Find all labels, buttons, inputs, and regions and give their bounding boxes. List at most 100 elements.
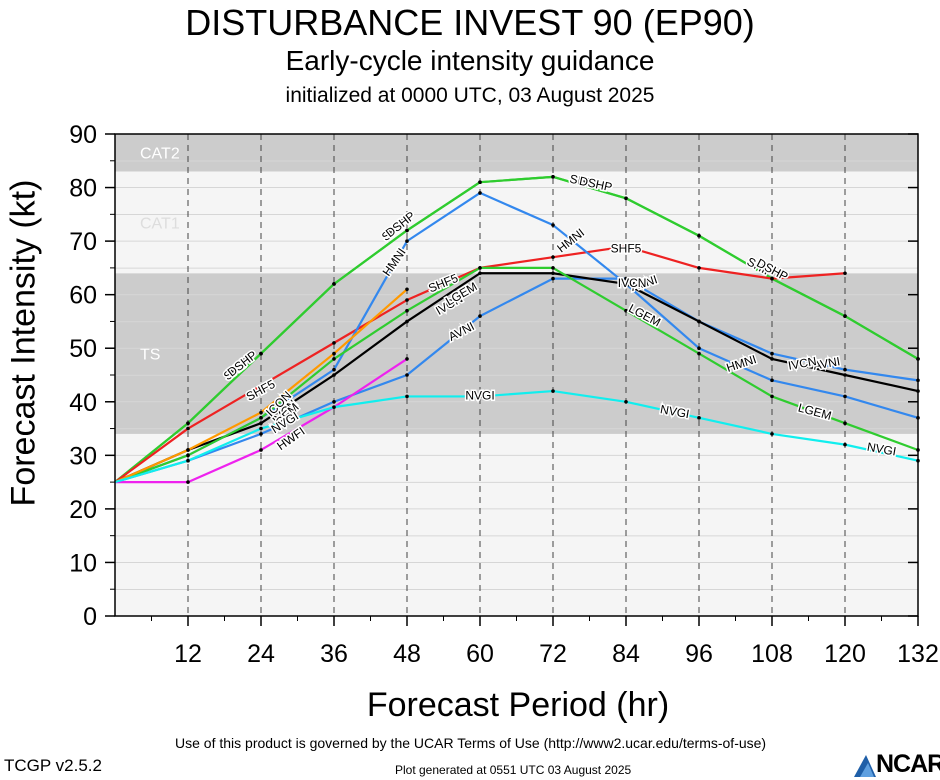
point-ivcn xyxy=(770,357,774,361)
series-line-lgem xyxy=(114,266,919,484)
band-ts xyxy=(115,273,918,434)
point-lgem xyxy=(624,308,628,313)
point-ivcn xyxy=(478,271,482,276)
point-lgem xyxy=(697,351,701,356)
y-tick-label: 90 xyxy=(69,121,97,149)
series-line-dshp xyxy=(114,175,919,483)
point-lgem xyxy=(405,308,409,313)
point-hmni xyxy=(697,346,701,351)
generated-time: Plot generated at 0551 UTC 03 August 202… xyxy=(395,763,632,777)
point-lgem xyxy=(478,266,482,270)
y-tick-label: 70 xyxy=(69,228,97,256)
point-lgem xyxy=(843,421,847,426)
point-avni xyxy=(551,276,555,281)
point-nvgi xyxy=(697,416,701,420)
point-shf5 xyxy=(332,341,336,345)
point-avni xyxy=(405,373,409,377)
point-icon xyxy=(332,351,336,356)
gridlines xyxy=(115,134,919,616)
y-axis-label: Forecast Intensity (kt) xyxy=(4,179,43,507)
point-ivcn xyxy=(259,421,263,426)
point-lgem xyxy=(259,416,263,420)
init-time: initialized at 0000 UTC, 03 August 2025 xyxy=(285,84,655,107)
series-label-avni: AVNI xyxy=(812,354,841,372)
terms-of-use: Use of this product is governed by the U… xyxy=(175,735,767,751)
axes: 0 10 20 30 40 50 60 70 80 90 12 24 36 48 60 72 84 96 108 12… xyxy=(69,121,939,668)
point-avni xyxy=(332,399,336,404)
x-tick-label: 36 xyxy=(320,640,348,668)
series-label-ivcn: IVCN xyxy=(787,354,818,373)
point-shf5 xyxy=(551,255,555,259)
point-hmni xyxy=(843,394,847,399)
point-shf5 xyxy=(259,383,263,388)
y-tick-label: 10 xyxy=(69,549,97,577)
point-nvgi xyxy=(624,399,628,404)
point-dshp xyxy=(478,180,482,184)
point-hwfi xyxy=(259,448,263,452)
point-dshp xyxy=(332,282,336,286)
point-dshp xyxy=(624,196,628,201)
point-nvgi xyxy=(551,389,555,393)
x-tick-label: 60 xyxy=(466,640,494,668)
y-tick-label: 60 xyxy=(69,282,97,310)
point-shf5 xyxy=(843,271,847,276)
chart-title: DISTURBANCE INVEST 90 (EP90) xyxy=(185,2,755,43)
point-nvgi xyxy=(186,458,190,463)
point-shf5 xyxy=(770,276,774,281)
x-tick-label: 24 xyxy=(247,640,275,668)
point-nvgi xyxy=(478,394,482,399)
x-tick-label: 132 xyxy=(897,640,939,668)
point-avni xyxy=(478,314,482,318)
point-ivcn xyxy=(843,373,847,377)
version-label: TCGP v2.5.2 xyxy=(4,756,102,775)
x-tick-label: 12 xyxy=(174,640,202,668)
series-line-nvgi xyxy=(114,389,919,484)
x-tick-label: 48 xyxy=(393,640,421,668)
ncar-logo-icon xyxy=(854,755,876,777)
point-avni xyxy=(770,351,774,356)
series-label-nvgi: NVGI xyxy=(465,389,494,403)
point-hmni xyxy=(405,239,409,243)
point-ivcn xyxy=(697,319,701,324)
y-tick-label: 80 xyxy=(69,175,97,203)
point-ivcn xyxy=(332,373,336,377)
point-nvgi xyxy=(770,432,774,436)
x-tick-label: 108 xyxy=(751,640,793,668)
y-tick-label: 50 xyxy=(69,335,97,363)
y-tick-label: 30 xyxy=(69,442,97,470)
x-tick-label: 96 xyxy=(685,640,713,668)
band-cat2 xyxy=(115,134,918,172)
point-hmni xyxy=(551,223,555,227)
point-icon xyxy=(186,448,190,452)
point-dshp xyxy=(186,421,190,426)
point-shf5 xyxy=(624,244,628,249)
series-label-ivcn: IVCN xyxy=(618,276,647,290)
point-lgem xyxy=(186,453,190,458)
point-avni xyxy=(259,432,263,436)
point-nvgi xyxy=(405,394,409,399)
point-nvgi xyxy=(843,442,847,447)
point-nvgi xyxy=(332,405,336,409)
point-ivcn xyxy=(551,271,555,276)
band-label-cat2: CAT2 xyxy=(140,146,180,163)
chart-subtitle: Early-cycle intensity guidance xyxy=(285,45,655,76)
point-hmni xyxy=(478,191,482,195)
point-hwfi xyxy=(186,480,190,484)
point-shf5 xyxy=(697,266,701,270)
point-ivcn xyxy=(405,319,409,324)
point-lgem xyxy=(551,266,555,270)
point-shf5 xyxy=(405,298,409,302)
point-dshp xyxy=(843,314,847,318)
x-tick-label: 84 xyxy=(612,640,640,668)
point-icon xyxy=(259,410,263,415)
y-tick-label: 0 xyxy=(83,603,97,631)
ncar-logo: NCAR xyxy=(852,750,940,780)
band-label-ts: TS xyxy=(140,347,160,364)
point-icon xyxy=(405,287,409,292)
point-ivcn xyxy=(624,282,628,286)
point-dshp xyxy=(405,228,409,233)
series-lines xyxy=(114,175,920,484)
y-tick-label: 40 xyxy=(69,389,97,417)
series-line-ivcn xyxy=(114,272,919,484)
